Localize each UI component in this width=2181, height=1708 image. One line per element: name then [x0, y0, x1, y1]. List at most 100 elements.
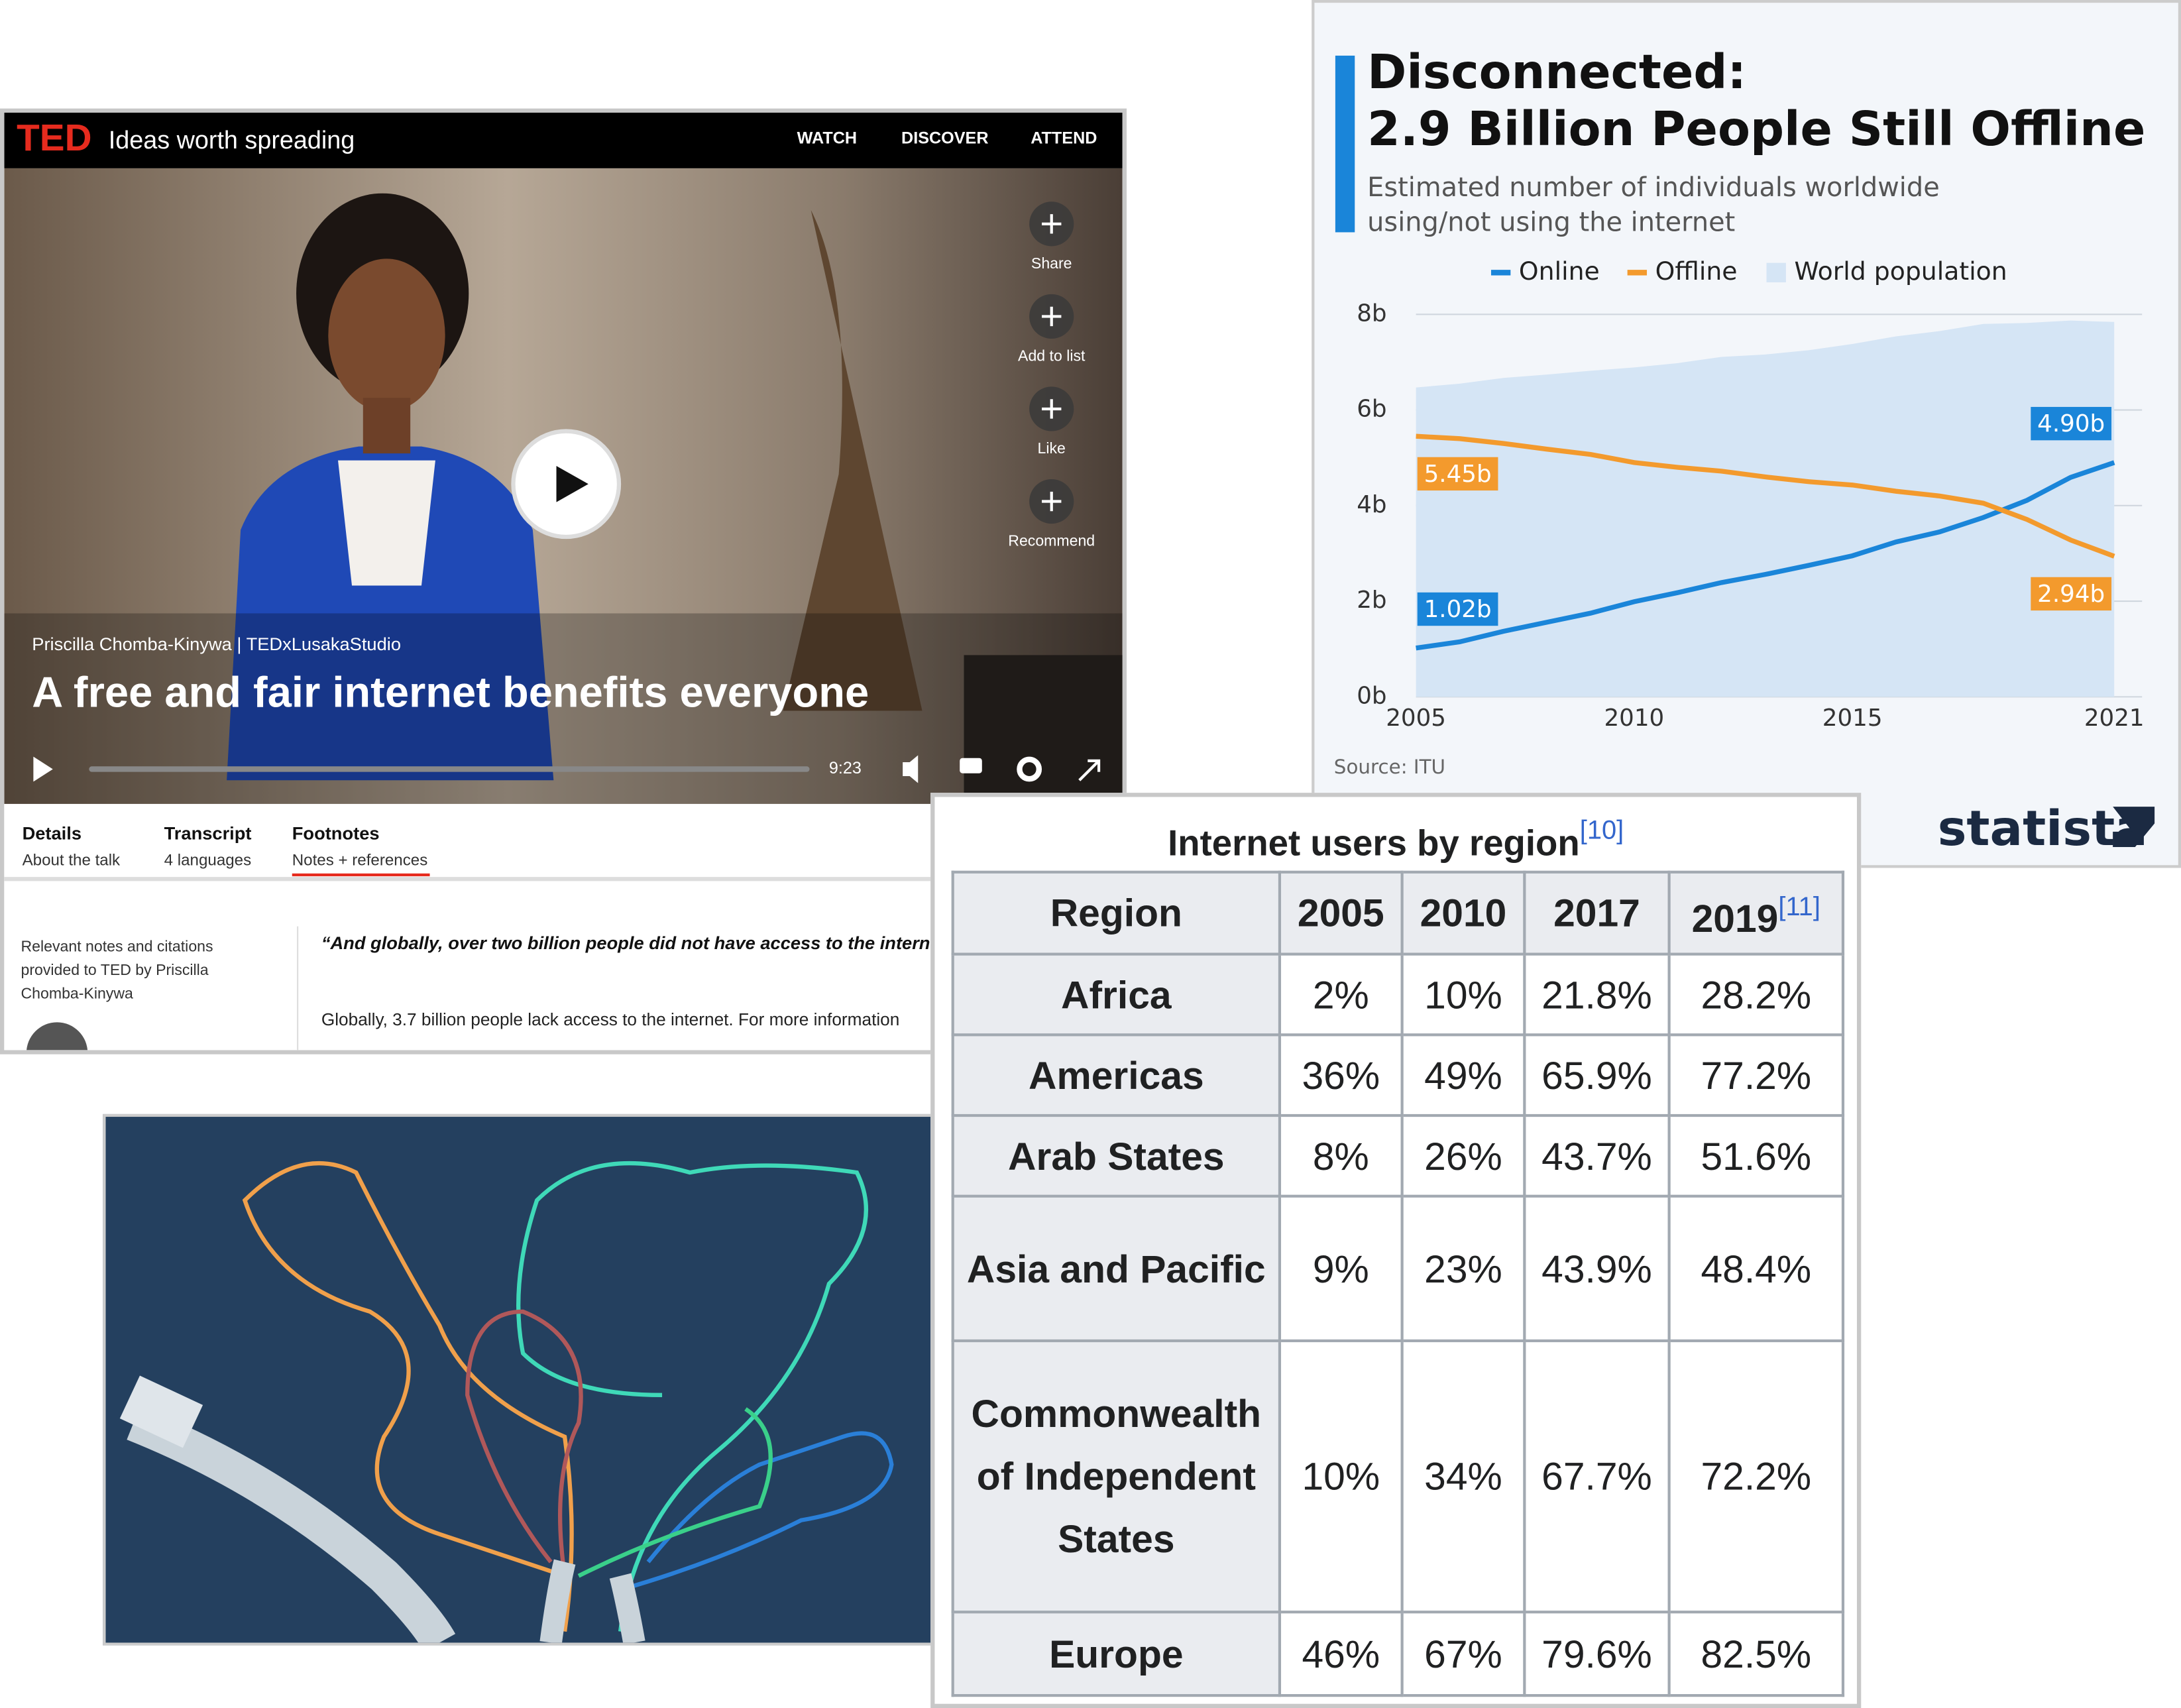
row-header: Asia and Pacific — [951, 1194, 1282, 1343]
nav-link[interactable]: DISCOVER — [901, 129, 988, 148]
legend-label: World population — [1795, 256, 2007, 286]
speaker-avatar — [27, 1022, 88, 1051]
video-person — [227, 446, 554, 781]
chart-source: Source: ITU — [1334, 756, 1445, 778]
cable — [127, 1406, 456, 1643]
table-cell: 2% — [1278, 952, 1404, 1037]
video-shade — [4, 613, 1123, 804]
tab-title[interactable]: Transcript — [164, 823, 252, 843]
volume-control[interactable] — [903, 755, 919, 783]
row-header: Commonwealth of Independent States — [951, 1339, 1282, 1614]
tab-subtitle: About the talk — [23, 851, 121, 869]
row-header: Europe — [951, 1611, 1282, 1697]
column-header: 2005 — [1278, 870, 1404, 956]
statista-chart: Disconnected: 2.9 Billion People Still O… — [1312, 0, 2181, 868]
nav-link[interactable]: WATCH — [797, 129, 857, 148]
table-cell: 67.7% — [1523, 1339, 1671, 1614]
table-cell: 21.8% — [1523, 952, 1671, 1037]
value-label: 1.02b — [1424, 596, 1492, 623]
chart: Disconnected: 2.9 Billion People Still O… — [1334, 44, 2155, 857]
chart-subtitle: using/not using the internet — [1367, 207, 1735, 237]
action-icon — [1042, 306, 1062, 327]
photo-bg — [105, 1117, 932, 1643]
notes-intro-box: Relevant notes and citations provided to… — [21, 939, 213, 1003]
legend-label: Online — [1519, 256, 1600, 286]
notes-intro: Relevant notes and citations provided to… — [21, 939, 213, 1003]
progress-bar[interactable] — [89, 766, 810, 772]
cable-wire — [516, 1161, 869, 1632]
brand-icon — [2113, 807, 2155, 848]
chart-subtitle: Estimated number of individuals worldwid… — [1367, 172, 1940, 203]
ted-tagline: Ideas worth spreading — [109, 127, 355, 154]
table-cell: 48.4% — [1667, 1194, 1845, 1343]
table-cell: 46% — [1278, 1611, 1404, 1697]
action-label: Recommend — [1008, 532, 1095, 549]
x-tick-label: 2005 — [1386, 705, 1446, 732]
table-row: Africa 2% 10% 21.8% 28.2% — [951, 952, 1845, 1037]
column-header: 2017 — [1523, 870, 1671, 956]
header-row: Region 2005 2010 2017 2019[11] — [951, 870, 1845, 956]
table-cell: 34% — [1400, 1339, 1526, 1614]
brand[interactable]: statista — [1938, 801, 2148, 857]
table-row: Arab States 8% 26% 43.7% 51.6% — [951, 1113, 1845, 1198]
action-icon — [1042, 399, 1062, 419]
table-row: Europe 46% 67% 79.6% 82.5% — [951, 1611, 1845, 1697]
y-tick-label: 2b — [1357, 587, 1386, 614]
tab-title[interactable]: Footnotes — [292, 823, 380, 843]
area — [1416, 320, 2115, 697]
column-header: 2019[11] — [1667, 870, 1845, 956]
cable-wire — [242, 1161, 574, 1632]
x-tick-label: 2015 — [1822, 705, 1883, 732]
action-icon — [1042, 214, 1062, 234]
table-row: Americas 36% 49% 65.9% 77.2% — [951, 1033, 1845, 1117]
table-cell: 26% — [1400, 1113, 1526, 1198]
table-row: Asia and Pacific 9% 23% 43.9% 48.4% — [951, 1194, 1845, 1343]
duration: 9:23 — [829, 759, 862, 777]
table-row: Commonwealth of Independent States 10% 34%… — [951, 1339, 1845, 1614]
caption-text: Internet users by region — [1168, 822, 1580, 864]
cable-wire — [577, 1407, 773, 1578]
column-ref[interactable]: [11] — [1778, 893, 1820, 923]
nav-link[interactable]: ATTEND — [1031, 129, 1097, 148]
play-icon — [556, 466, 588, 502]
captions-control[interactable] — [960, 758, 982, 773]
tab-subtitle: Notes + references — [292, 851, 428, 869]
video[interactable]: Priscilla Chomba-Kinywa | TEDxLusakaStud… — [4, 168, 1123, 804]
ted-logo[interactable]: TED — [17, 117, 91, 159]
value-label: 4.90b — [2037, 410, 2105, 437]
value-label: 5.45b — [1424, 461, 1492, 488]
title-bar — [1335, 55, 1355, 233]
video-decor — [783, 209, 923, 711]
wiki-table: Region 2005 2010 2017 2019[11] Africa 2% 10% 21.… — [951, 870, 1845, 1697]
row-header: Arab States — [951, 1113, 1282, 1198]
y-tick-label: 0b — [1357, 682, 1386, 709]
cable-wire — [620, 1431, 894, 1592]
play-control[interactable] — [33, 756, 53, 782]
table-cell: 72.2% — [1667, 1339, 1845, 1614]
fullscreen-control[interactable] — [1078, 759, 1101, 781]
ted-view: TED Ideas worth spreading WATCH DISCOVER… — [4, 112, 1123, 1051]
column-header-text: 2019 — [1691, 897, 1779, 940]
table-cell: 43.7% — [1523, 1113, 1671, 1198]
value-label-box — [2031, 406, 2112, 441]
video-person — [363, 398, 411, 454]
video-decor — [964, 655, 1123, 804]
caption-ref[interactable]: [10] — [1579, 816, 1624, 846]
cable — [539, 1559, 645, 1643]
table-cell: 65.9% — [1523, 1033, 1671, 1117]
x-tick-label: 2010 — [1604, 705, 1665, 732]
table-cell: 8% — [1278, 1113, 1404, 1198]
cable-photo — [103, 1113, 935, 1646]
tab-title[interactable]: Details — [23, 823, 82, 843]
tab-subtitle: 4 languages — [164, 851, 251, 869]
settings-control[interactable] — [1017, 756, 1042, 782]
table-cell: 82.5% — [1667, 1611, 1845, 1697]
table-cell: 67% — [1400, 1611, 1526, 1697]
x-tick-label: 2021 — [2084, 705, 2145, 732]
y-tick-label: 8b — [1357, 300, 1386, 327]
action-label: Like — [1038, 439, 1066, 457]
note-quote: “And globally, over two billion people d… — [321, 933, 951, 953]
legend-label: Offline — [1655, 256, 1738, 286]
